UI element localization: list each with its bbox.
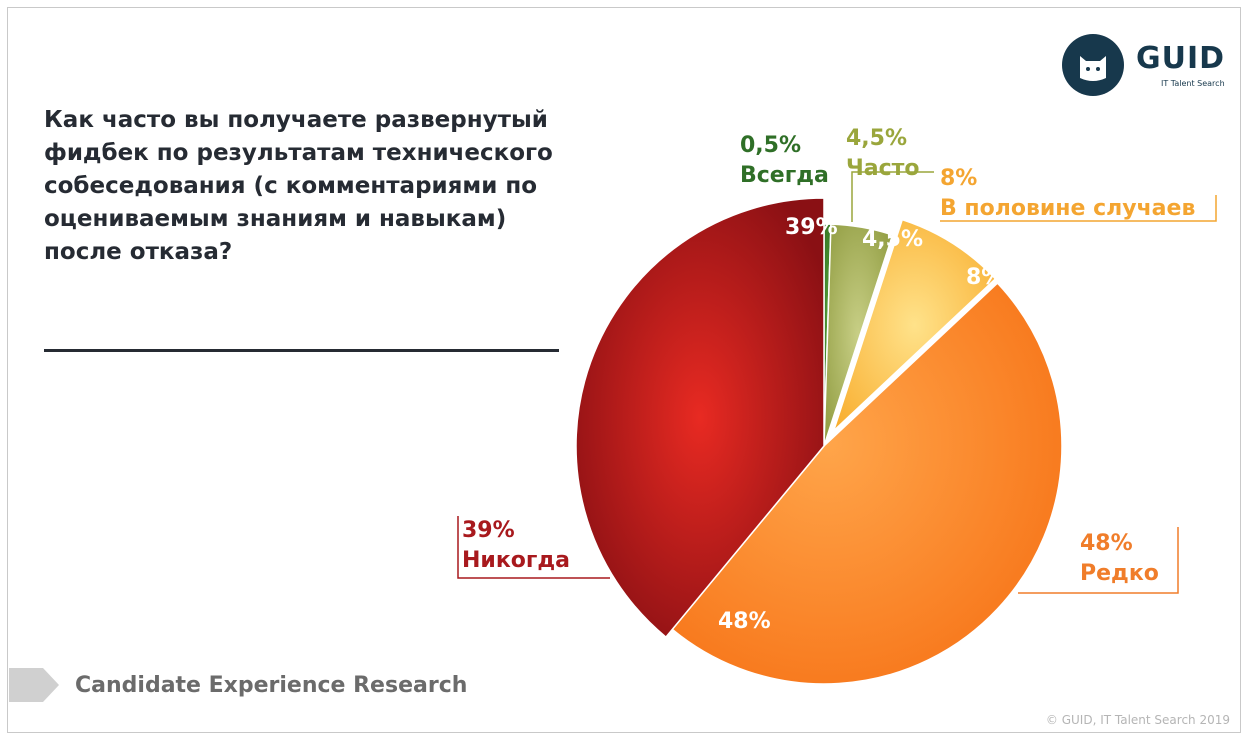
- pie-slice-half: [832, 218, 997, 432]
- guid-logo: GUID IT Talent Search: [1062, 34, 1232, 98]
- pie-slice-rarely: [671, 282, 1063, 685]
- outer-value-label-often: 4,5%: [846, 126, 907, 151]
- leader-line-half: [940, 195, 1217, 222]
- leader-line-often: [851, 171, 934, 222]
- outer-value-label-half: 8%: [940, 166, 977, 191]
- slice-value-label-often: 4,5%: [862, 227, 923, 252]
- pie-slice-often: [823, 223, 894, 447]
- slice-value-label-never: 39%: [785, 215, 838, 240]
- slide-frame: [7, 7, 1241, 733]
- leader-line-never: [457, 516, 610, 579]
- outer-value-label-rarely: 48%: [1080, 531, 1133, 556]
- outer-name-label-never: Никогда: [462, 548, 570, 573]
- brand-name: GUID: [1136, 41, 1226, 76]
- brand-tagline: IT Talent Search: [1161, 79, 1225, 88]
- outer-value-label-never: 39%: [462, 518, 515, 543]
- outer-value-label-always: 0,5%: [740, 133, 801, 158]
- outer-name-label-rarely: Редко: [1080, 561, 1159, 586]
- outer-name-label-often: Часто: [846, 156, 920, 181]
- cat-logo-icon: [1062, 34, 1124, 96]
- copyright-text: © GUID, IT Talent Search 2019: [1045, 713, 1230, 727]
- footer-research-label: Candidate Experience Research: [75, 673, 468, 698]
- outer-name-label-always: Всегда: [740, 163, 829, 188]
- pie-slice-never: [575, 197, 825, 639]
- slice-value-label-half: 8%: [966, 265, 1003, 290]
- title-underline: [44, 349, 559, 352]
- slice-value-label-rarely: 48%: [718, 609, 771, 634]
- leader-line-rarely: [1018, 527, 1179, 594]
- chart-title: Как часто вы получаете развернутый фидбе…: [44, 107, 553, 265]
- outer-name-label-half: В половине случаев: [940, 196, 1195, 221]
- footer-arrow-icon: [9, 668, 59, 706]
